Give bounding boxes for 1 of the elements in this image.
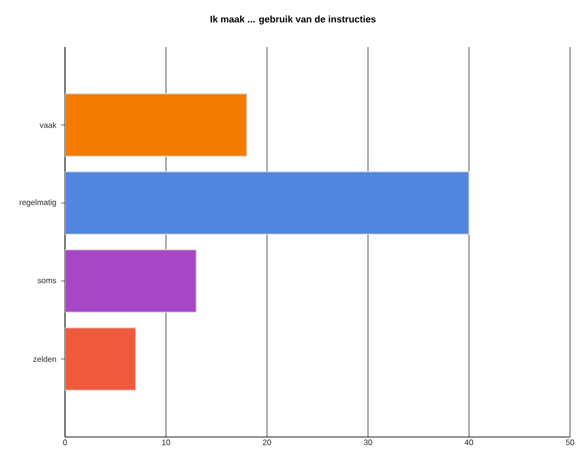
chart-title: Ik maak ... gebruik van de instructies: [210, 16, 376, 24]
